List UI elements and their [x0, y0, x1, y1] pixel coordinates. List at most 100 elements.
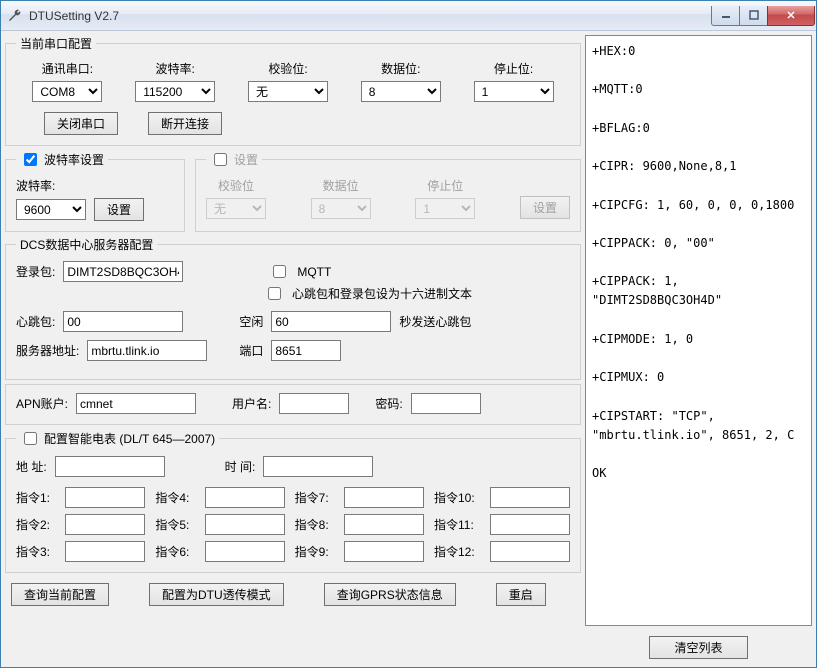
- apn-user-label: 用户名:: [232, 395, 271, 412]
- baud2-select[interactable]: 9600: [16, 199, 86, 220]
- maximize-button[interactable]: [739, 6, 768, 26]
- apn-account-input[interactable]: [76, 393, 196, 414]
- apn-group: APN账户: 用户名: 密码:: [5, 384, 581, 425]
- meter-cmd-label-2: 指令2:: [16, 516, 55, 533]
- apn-pwd-label: 密码:: [375, 395, 402, 412]
- window-buttons: [712, 6, 815, 26]
- heartbeat-label: 心跳包:: [16, 313, 55, 330]
- clear-list-button[interactable]: 清空列表: [649, 636, 747, 659]
- baud-setting-group: 波特率设置 波特率: 9600 设置: [5, 150, 185, 232]
- server-label: 服务器地址:: [16, 342, 79, 359]
- meter-cmd-input-3[interactable]: [65, 541, 145, 562]
- baud-label: 波特率:: [156, 60, 195, 77]
- meter-addr-input[interactable]: [55, 456, 165, 477]
- idle-suffix: 秒发送心跳包: [399, 313, 471, 330]
- baud-select[interactable]: 115200: [135, 81, 215, 102]
- meter-cmd-label-8: 指令8:: [295, 516, 334, 533]
- meter-cmd-input-6[interactable]: [205, 541, 285, 562]
- meter-cmd-label-3: 指令3:: [16, 543, 55, 560]
- close-serial-button[interactable]: 关闭串口: [44, 112, 118, 135]
- meter-legend: 配置智能电表 (DL/T 645—2007): [16, 429, 219, 448]
- stopbits2-select: 1: [415, 198, 475, 219]
- srv-port-label: 端口: [239, 342, 263, 359]
- login-input[interactable]: [63, 261, 183, 282]
- app-icon: [7, 8, 23, 24]
- parity-label: 校验位:: [268, 60, 307, 77]
- meter-cmd-input-4[interactable]: [205, 487, 285, 508]
- query-config-button[interactable]: 查询当前配置: [11, 583, 109, 606]
- meter-cmd-label-5: 指令5:: [155, 516, 194, 533]
- meter-cmd-input-10[interactable]: [490, 487, 570, 508]
- meter-time-label: 时 间:: [225, 458, 256, 475]
- app-window: DTUSetting V2.7 当前串口配置 通讯串口: COM8 波特率: 115…: [0, 0, 817, 668]
- meter-cmd-label-1: 指令1:: [16, 489, 55, 506]
- minimize-button[interactable]: [711, 6, 740, 26]
- meter-checkbox[interactable]: [24, 432, 37, 445]
- settings-group: 设置 校验位无 数据位8 停止位1 设置: [195, 150, 581, 232]
- baud-set-button[interactable]: 设置: [94, 198, 144, 221]
- meter-cmd-input-8[interactable]: [344, 514, 424, 535]
- settings-checkbox[interactable]: [214, 153, 227, 166]
- meter-cmd-label-4: 指令4:: [155, 489, 194, 506]
- apn-account-label: APN账户:: [16, 395, 68, 412]
- serial-config-group: 当前串口配置 通讯串口:COM8 波特率:115200 校验位:无 数据位:8 …: [5, 35, 581, 146]
- databits-label: 数据位:: [381, 60, 420, 77]
- gprs-status-button[interactable]: 查询GPRS状态信息: [324, 583, 456, 606]
- stopbits2-label: 停止位: [427, 177, 463, 194]
- meter-cmd-input-11[interactable]: [490, 514, 570, 535]
- meter-addr-label: 地 址:: [16, 458, 47, 475]
- meter-cmd-label-9: 指令9:: [295, 543, 334, 560]
- left-panel: 当前串口配置 通讯串口:COM8 波特率:115200 校验位:无 数据位:8 …: [5, 35, 581, 661]
- idle-label: 空闲: [239, 313, 263, 330]
- dcs-legend: DCS数据中心服务器配置: [16, 236, 157, 253]
- meter-cmd-input-9[interactable]: [344, 541, 424, 562]
- meter-cmd-label-10: 指令10:: [434, 489, 480, 506]
- stopbits-label: 停止位:: [494, 60, 533, 77]
- idle-input[interactable]: [271, 311, 391, 332]
- meter-cmd-label-7: 指令7:: [295, 489, 334, 506]
- baud-setting-legend: 波特率设置: [16, 150, 108, 169]
- databits2-select: 8: [311, 198, 371, 219]
- server-input[interactable]: [87, 340, 207, 361]
- settings-legend: 设置: [206, 150, 262, 169]
- titlebar: DTUSetting V2.7: [1, 1, 816, 31]
- stopbits-select[interactable]: 1: [474, 81, 554, 102]
- client-area: 当前串口配置 通讯串口:COM8 波特率:115200 校验位:无 数据位:8 …: [1, 31, 816, 667]
- login-label: 登录包:: [16, 263, 55, 280]
- serial-legend: 当前串口配置: [16, 35, 96, 52]
- disconnect-button[interactable]: 断开连接: [148, 112, 222, 135]
- heartbeat-input[interactable]: [63, 311, 183, 332]
- meter-cmd-input-5[interactable]: [205, 514, 285, 535]
- console-output[interactable]: +HEX:0 +MQTT:0 +BFLAG:0 +CIPR: 9600,None…: [585, 35, 812, 626]
- meter-cmd-input-2[interactable]: [65, 514, 145, 535]
- meter-cmd-input-12[interactable]: [490, 541, 570, 562]
- port-label: 通讯串口:: [42, 60, 93, 77]
- hex-checkbox[interactable]: [268, 287, 281, 300]
- meter-group: 配置智能电表 (DL/T 645—2007) 地 址: 时 间: 指令1: 指令4…: [5, 429, 581, 573]
- apn-pwd-input[interactable]: [411, 393, 481, 414]
- mqtt-check-row[interactable]: MQTT: [269, 262, 331, 281]
- close-button[interactable]: [767, 6, 815, 26]
- right-panel: +HEX:0 +MQTT:0 +BFLAG:0 +CIPR: 9600,None…: [585, 35, 812, 661]
- dtu-mode-button[interactable]: 配置为DTU透传模式: [149, 583, 284, 606]
- parity2-select: 无: [206, 198, 266, 219]
- parity-select[interactable]: 无: [248, 81, 328, 102]
- window-title: DTUSetting V2.7: [29, 9, 712, 23]
- baud-setting-checkbox[interactable]: [24, 153, 37, 166]
- meter-cmd-input-1[interactable]: [65, 487, 145, 508]
- mqtt-checkbox[interactable]: [273, 265, 286, 278]
- meter-cmd-label-11: 指令11:: [434, 516, 480, 533]
- srv-port-input[interactable]: [271, 340, 341, 361]
- restart-button[interactable]: 重启: [496, 583, 546, 606]
- apn-user-input[interactable]: [279, 393, 349, 414]
- hex-check-row[interactable]: 心跳包和登录包设为十六进制文本: [264, 284, 472, 303]
- parity2-label: 校验位: [218, 177, 254, 194]
- port-select[interactable]: COM8: [32, 81, 102, 102]
- baud2-label: 波特率:: [16, 177, 55, 194]
- meter-cmd-input-7[interactable]: [344, 487, 424, 508]
- databits2-label: 数据位: [323, 177, 359, 194]
- meter-cmd-label-12: 指令12:: [434, 543, 480, 560]
- dcs-group: DCS数据中心服务器配置 登录包: MQTT 心跳包和登录包设为十六进制文本 心…: [5, 236, 581, 380]
- databits-select[interactable]: 8: [361, 81, 441, 102]
- meter-time-input[interactable]: [263, 456, 373, 477]
